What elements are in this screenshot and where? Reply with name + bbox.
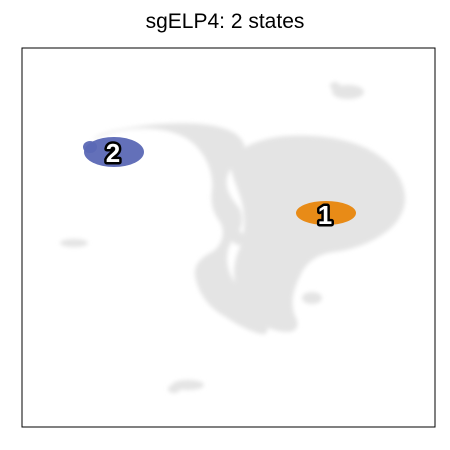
background-cells — [60, 82, 406, 393]
state-2-cluster — [84, 137, 144, 167]
state-1-cluster — [296, 201, 356, 225]
state-1-label: 1 — [318, 200, 332, 230]
state-2-label: 2 — [106, 138, 120, 168]
state-2-cluster-edge — [83, 141, 97, 153]
chart-title: sgELP4: 2 states — [145, 10, 305, 33]
